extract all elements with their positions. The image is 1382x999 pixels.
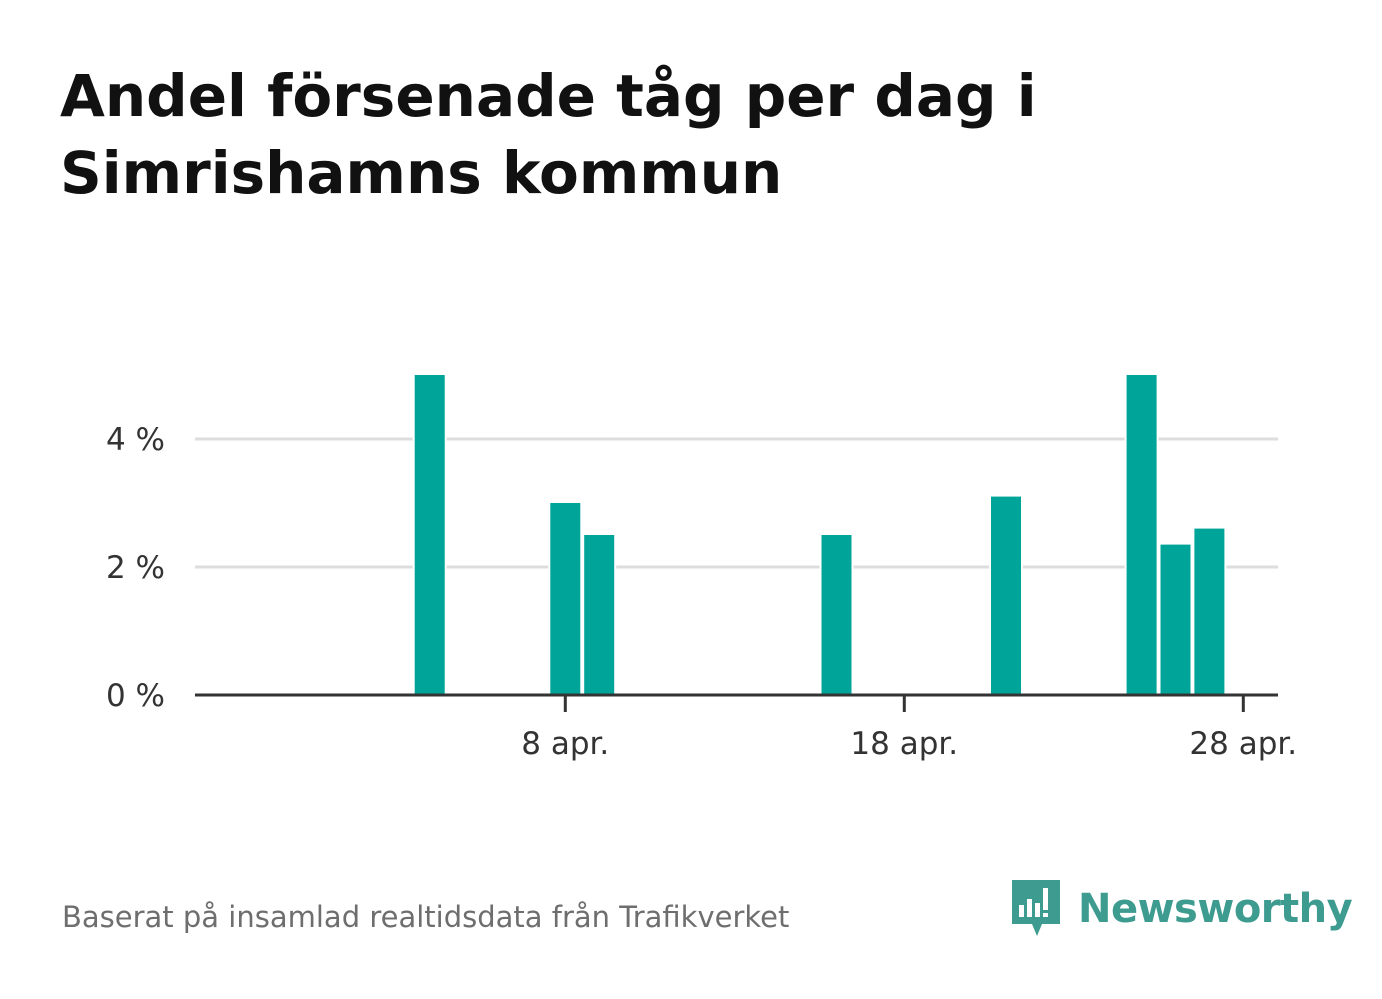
gridlines (195, 437, 1278, 569)
bar (412, 373, 447, 697)
y-tick-label: 0 % (106, 678, 165, 714)
bar (582, 533, 617, 697)
axes: 0 % 2 % 4 % 8 apr. 18 apr. 28 apr. (106, 422, 1297, 762)
x-tick-label: 28 apr. (1189, 726, 1297, 762)
x-tick-label: 8 apr. (521, 726, 609, 762)
brand-name: Newsworthy (1078, 886, 1353, 932)
bar (1192, 526, 1227, 697)
y-tick-label: 2 % (106, 550, 165, 586)
newsworthy-logo-icon (1012, 880, 1060, 936)
bar (819, 533, 854, 697)
bar (1158, 542, 1193, 697)
chart-title: Andel försenade tåg per dag i Simrishamn… (60, 62, 1037, 207)
bars (412, 373, 1227, 697)
bar (1124, 373, 1159, 697)
y-tick-label: 4 % (106, 422, 165, 458)
bar (989, 494, 1023, 697)
x-tick-label: 18 apr. (850, 726, 958, 762)
source-note: Baserat på insamlad realtidsdata från Tr… (62, 900, 790, 934)
brand-logo[interactable]: Newsworthy (1010, 876, 1353, 942)
bar (548, 501, 583, 697)
